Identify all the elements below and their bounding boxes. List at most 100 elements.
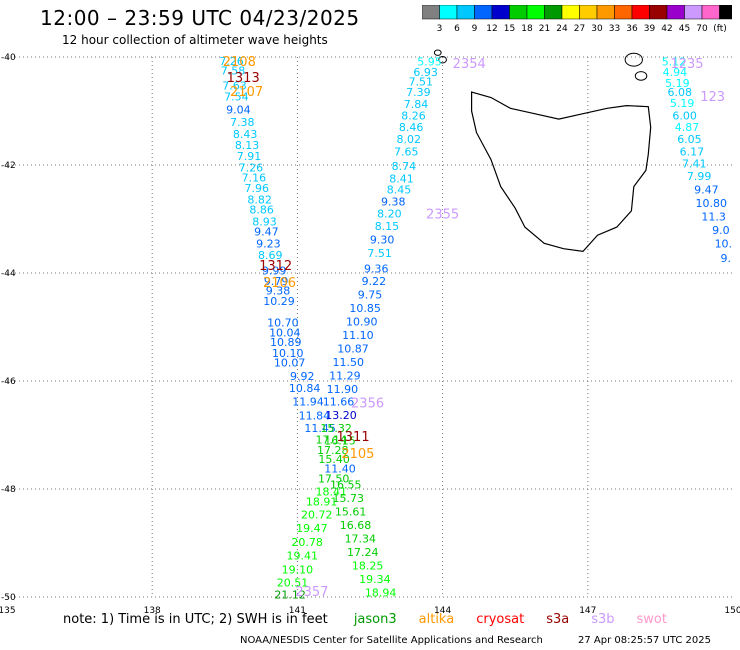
wave-height-value: 18.91 xyxy=(306,495,338,508)
wave-height-value: 8.69 xyxy=(258,249,283,262)
wave-height-value: 7.51 xyxy=(409,75,434,88)
colorbar-level-label: 39 xyxy=(644,24,656,34)
wave-height-value: 7.39 xyxy=(406,86,431,99)
wave-height-value: 15.40 xyxy=(318,453,350,466)
pass-time-label: 2357 xyxy=(295,585,328,600)
wave-height-value: 8.43 xyxy=(233,128,258,141)
wave-height-value: 5.19 xyxy=(670,97,695,110)
wave-height-value: 4.87 xyxy=(675,121,700,134)
wave-height-value: 8.26 xyxy=(401,109,426,122)
wave-height-value: 18.41 xyxy=(316,486,348,499)
wave-height-value: 5.12 xyxy=(662,55,687,68)
wave-height-value: 11.3 xyxy=(701,210,726,223)
y-tick-label: -44 xyxy=(1,269,16,279)
wave-height-value: 20.72 xyxy=(301,508,333,521)
pass-time-label: 2106 xyxy=(263,276,296,291)
wave-height-value: 4.94 xyxy=(663,66,688,79)
x-tick-label: 150 xyxy=(724,606,740,616)
colorbar-level-label: 27 xyxy=(574,24,585,34)
wave-height-value: 7.26 xyxy=(219,55,244,68)
wave-height-value: 9.36 xyxy=(364,263,389,276)
x-tick-label: 144 xyxy=(434,606,451,616)
wave-height-value: 11.10 xyxy=(342,329,374,342)
wave-height-value: 18.94 xyxy=(365,587,397,600)
wave-height-value: 19.41 xyxy=(286,549,318,562)
wave-height-value: 15.61 xyxy=(335,506,367,519)
wave-height-value: 7.84 xyxy=(404,98,429,111)
y-tick-label: -42 xyxy=(1,161,16,171)
wave-height-value: 11.45 xyxy=(304,422,336,435)
wave-height-value: 18.25 xyxy=(352,560,384,573)
wave-height-value: 17.24 xyxy=(347,546,379,559)
wave-height-value: 10.80 xyxy=(695,197,727,210)
island-outline xyxy=(634,71,648,81)
mission-cryosat: cryosat xyxy=(476,612,525,627)
wave-height-value: 9.79 xyxy=(264,275,289,288)
wave-height-value: 10.90 xyxy=(346,316,378,329)
wave-height-value: 11.29 xyxy=(329,370,361,383)
wave-height-value: 9.47 xyxy=(254,225,279,238)
wave-height-value: 19.10 xyxy=(282,563,314,576)
wave-height-value: 10.87 xyxy=(337,343,369,356)
island-outline xyxy=(624,52,643,67)
wave-height-value: 19.34 xyxy=(359,573,391,586)
colorbar-level-label: 12 xyxy=(486,24,497,34)
credit-line: NOAA/NESDIS Center for Satellite Applica… xyxy=(240,635,543,646)
pass-time-label: 2354 xyxy=(453,57,486,72)
wave-height-value: 11.40 xyxy=(324,462,356,475)
wave-height-value: 6.17 xyxy=(680,146,705,159)
wave-height-value: 17.14 xyxy=(316,433,348,446)
wave-height-value: 11.84 xyxy=(299,410,331,423)
y-tick-label: -46 xyxy=(1,377,16,387)
wave-height-value: 9.04 xyxy=(226,103,251,116)
generated-date: 27 Apr 08:25:57 UTC 2025 xyxy=(578,635,711,646)
pass-time-label: 1312 xyxy=(259,259,292,274)
mission-jason3: jason3 xyxy=(353,612,397,627)
y-tick-label: -50 xyxy=(1,593,16,603)
wave-height-value: 9.99 xyxy=(262,264,287,277)
wave-height-value: 7.58 xyxy=(221,65,246,78)
wave-height-value: 9.23 xyxy=(256,237,281,250)
x-tick-label: 147 xyxy=(579,606,596,616)
wave-height-value: 10.29 xyxy=(263,295,295,308)
wave-height-value: 6.05 xyxy=(677,133,702,146)
wave-height-value: 9.38 xyxy=(381,196,406,209)
colorbar-level-label: 30 xyxy=(591,24,603,34)
wave-height-value: 8.46 xyxy=(399,121,424,134)
y-tick-label: -48 xyxy=(1,485,16,495)
wave-height-value: 9.92 xyxy=(290,370,315,383)
pass-time-label: 1311 xyxy=(337,430,370,445)
colorbar-swatch xyxy=(719,5,732,20)
colorbar-level-label: 9 xyxy=(472,24,478,34)
colorbar-level-label: 33 xyxy=(609,24,620,34)
y-tick-label: -40 xyxy=(1,53,16,63)
wave-height-value: 10.70 xyxy=(267,317,299,330)
wave-height-value: 10.84 xyxy=(289,382,321,395)
wave-height-value: 8.86 xyxy=(249,203,274,216)
color-scale-legend: 3 6 9 12 15 18 21 24 27 30 33 36 39 42 45 70 (ft) xyxy=(422,5,732,34)
wave-height-value: 11.50 xyxy=(332,356,364,369)
wave-height-value: 9.47 xyxy=(694,183,719,196)
wave-height-value: 8.74 xyxy=(392,160,417,173)
wave-height-value: 17.50 xyxy=(318,473,350,486)
wave-height-value: 8.82 xyxy=(247,194,272,207)
wave-height-value: 10.04 xyxy=(269,326,301,339)
wave-height-value: 7.91 xyxy=(237,150,262,163)
wave-height-value: 7.26 xyxy=(239,162,264,175)
wave-height-value: 9.0 xyxy=(712,224,730,237)
mission-altika: altika xyxy=(418,612,455,627)
pass-time-label: 1235 xyxy=(670,57,703,72)
x-tick-label: 138 xyxy=(144,606,161,616)
pass-time-label: 2356 xyxy=(351,397,384,412)
colorbar-level-label: 3 xyxy=(437,24,443,34)
pass-time-label: 2355 xyxy=(426,208,459,223)
colorbar-level-label: 21 xyxy=(539,24,550,34)
wave-height-value: 16.68 xyxy=(340,519,372,532)
wave-height-value: 17.34 xyxy=(345,533,377,546)
wave-height-value: 7.16 xyxy=(242,171,267,184)
wave-height-value: 5.19 xyxy=(665,77,690,90)
wave-height-value: 10. xyxy=(715,237,733,250)
wave-height-value: 6.08 xyxy=(668,86,693,99)
wave-height-value: 11.66 xyxy=(323,396,355,409)
